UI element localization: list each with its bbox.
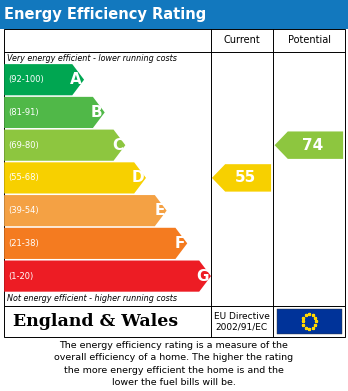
Text: (55-68): (55-68) [8, 173, 39, 183]
Polygon shape [212, 164, 271, 192]
Bar [0, 0, 348, 29]
Text: B: B [91, 105, 103, 120]
Bar [277, 309, 342, 334]
Text: A: A [70, 72, 82, 87]
Text: (39-54): (39-54) [8, 206, 39, 215]
Text: Potential: Potential [288, 35, 331, 45]
Text: F: F [175, 236, 185, 251]
Polygon shape [4, 260, 211, 292]
Polygon shape [4, 129, 125, 161]
Text: (69-80): (69-80) [8, 141, 39, 150]
Bar [4, 29, 345, 306]
Polygon shape [4, 228, 187, 259]
Polygon shape [4, 97, 105, 128]
Text: Not energy efficient - higher running costs: Not energy efficient - higher running co… [7, 294, 177, 303]
Text: 74: 74 [302, 138, 323, 152]
Polygon shape [4, 64, 84, 95]
Text: England & Wales: England & Wales [13, 313, 178, 330]
Text: The energy efficiency rating is a measure of the
overall efficiency of a home. T: The energy efficiency rating is a measur… [54, 341, 294, 387]
Text: (1-20): (1-20) [8, 272, 34, 281]
Polygon shape [275, 131, 343, 159]
Text: Energy Efficiency Rating: Energy Efficiency Rating [4, 7, 206, 22]
Text: (81-91): (81-91) [8, 108, 39, 117]
Text: C: C [112, 138, 123, 152]
Text: (92-100): (92-100) [8, 75, 44, 84]
Polygon shape [4, 195, 167, 226]
Text: Very energy efficient - lower running costs: Very energy efficient - lower running co… [7, 54, 177, 63]
Text: (21-38): (21-38) [8, 239, 39, 248]
Polygon shape [4, 162, 146, 194]
Bar [4, 306, 345, 337]
Text: G: G [196, 269, 209, 283]
Text: 55: 55 [234, 170, 256, 185]
Text: D: D [131, 170, 144, 185]
Text: EU Directive
2002/91/EC: EU Directive 2002/91/EC [214, 312, 270, 331]
Text: E: E [154, 203, 165, 218]
Text: Current: Current [223, 35, 260, 45]
